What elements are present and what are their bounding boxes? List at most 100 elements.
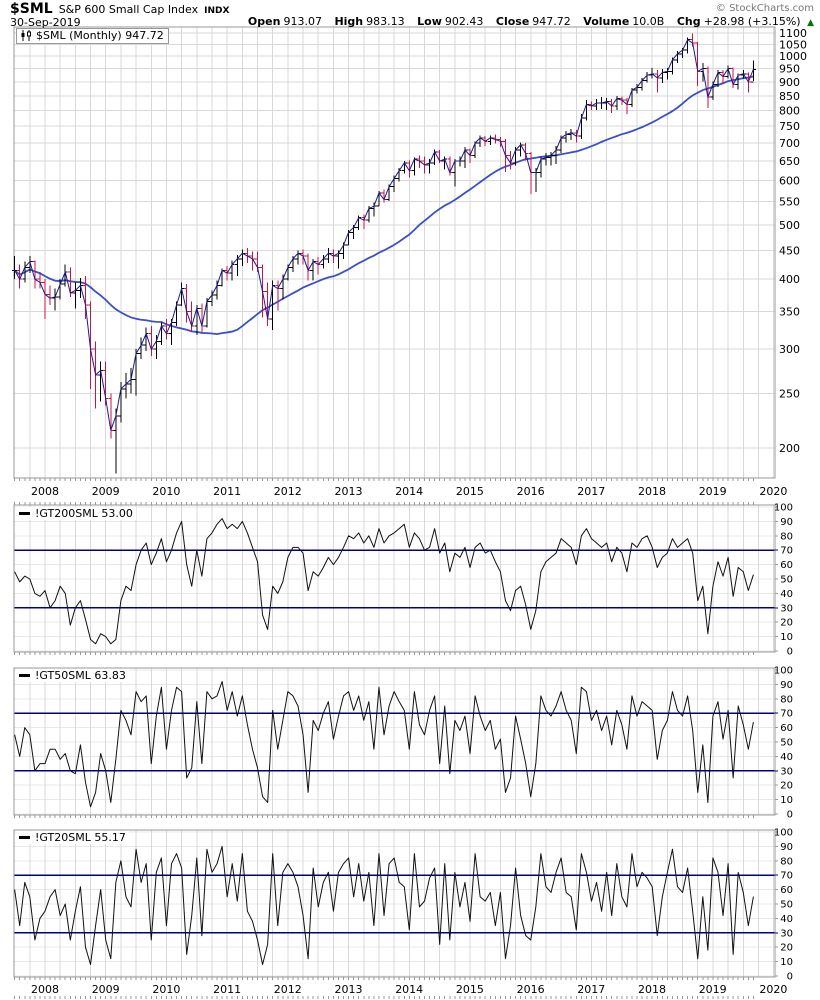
svg-text:2016: 2016 xyxy=(517,485,545,498)
svg-text:2008: 2008 xyxy=(31,485,59,498)
svg-text:70: 70 xyxy=(780,709,793,720)
svg-text:1050: 1050 xyxy=(779,38,807,51)
svg-text:900: 900 xyxy=(779,76,800,89)
svg-text:600: 600 xyxy=(779,175,800,188)
svg-text:2017: 2017 xyxy=(577,485,605,498)
panel1-legend: !GT200SML 53.00 xyxy=(16,507,136,520)
line-swatch-icon xyxy=(19,836,30,839)
panel3-legend: !GT20SML 55.17 xyxy=(16,831,129,844)
svg-text:90: 90 xyxy=(780,842,793,853)
svg-text:40: 40 xyxy=(780,914,793,925)
svg-text:0: 0 xyxy=(787,972,793,983)
svg-text:70: 70 xyxy=(780,871,793,882)
svg-text:50: 50 xyxy=(780,575,793,586)
svg-text:0: 0 xyxy=(787,647,793,658)
svg-text:10: 10 xyxy=(780,957,793,968)
svg-text:100: 100 xyxy=(774,828,793,839)
axis-ticks: 2008 2009 2010 2011 2012 2013 2014 2015 2016 2017… xyxy=(14,502,787,999)
chart-date: 30-Sep-2019 xyxy=(10,16,81,29)
svg-text:30: 30 xyxy=(780,603,793,614)
open-label: Open xyxy=(247,15,281,28)
svg-text:2015: 2015 xyxy=(456,485,484,498)
svg-text:80: 80 xyxy=(780,531,793,542)
svg-text:950: 950 xyxy=(779,63,800,76)
svg-text:300: 300 xyxy=(779,343,800,356)
copyright: © StockCharts.com xyxy=(715,3,814,14)
svg-text:2017: 2017 xyxy=(577,983,605,996)
svg-text:550: 550 xyxy=(779,196,800,209)
svg-text:2020: 2020 xyxy=(759,983,787,996)
line-swatch-icon xyxy=(19,674,30,677)
svg-text:20: 20 xyxy=(780,618,793,629)
svg-text:2014: 2014 xyxy=(395,983,423,996)
svg-text:10: 10 xyxy=(780,795,793,806)
line-swatch-icon xyxy=(19,512,30,515)
panel2-legend: !GT50SML 63.83 xyxy=(16,669,129,682)
svg-text:500: 500 xyxy=(779,219,800,232)
svg-text:2018: 2018 xyxy=(638,983,666,996)
svg-text:1000: 1000 xyxy=(779,50,807,63)
candlestick-icon xyxy=(21,30,31,41)
svg-text:750: 750 xyxy=(779,120,800,133)
svg-text:2014: 2014 xyxy=(395,485,423,498)
svg-text:0: 0 xyxy=(787,810,793,821)
svg-text:2020: 2020 xyxy=(759,485,787,498)
panel2-legend-label: !GT50SML 63.83 xyxy=(35,669,126,682)
svg-text:2013: 2013 xyxy=(335,983,363,996)
svg-text:400: 400 xyxy=(779,273,800,286)
svg-text:2011: 2011 xyxy=(213,983,241,996)
svg-text:2009: 2009 xyxy=(92,983,120,996)
index-name: S&P 600 Small Cap Index xyxy=(58,3,199,16)
ma-line xyxy=(14,75,754,336)
svg-text:350: 350 xyxy=(779,306,800,319)
title-line: $SML S&P 600 Small Cap Index INDX xyxy=(10,1,229,17)
exchange-label: INDX xyxy=(204,6,230,16)
close-line xyxy=(14,38,754,431)
svg-text:50: 50 xyxy=(780,738,793,749)
svg-text:2018: 2018 xyxy=(638,485,666,498)
svg-text:60: 60 xyxy=(780,560,793,571)
svg-text:40: 40 xyxy=(780,752,793,763)
svg-text:100: 100 xyxy=(774,666,793,677)
svg-text:20: 20 xyxy=(780,943,793,954)
svg-text:2009: 2009 xyxy=(92,485,120,498)
svg-text:2010: 2010 xyxy=(152,485,180,498)
svg-text:2011: 2011 xyxy=(213,485,241,498)
svg-text:100: 100 xyxy=(774,503,793,514)
chg-label: Chg xyxy=(676,15,701,28)
close-label: Close xyxy=(495,15,530,28)
svg-text:80: 80 xyxy=(780,856,793,867)
panel3-legend-label: !GT20SML 55.17 xyxy=(35,831,126,844)
svg-text:2015: 2015 xyxy=(456,983,484,996)
svg-text:10: 10 xyxy=(780,632,793,643)
svg-text:2013: 2013 xyxy=(335,485,363,498)
svg-text:70: 70 xyxy=(780,546,793,557)
main-legend-label: $SML (Monthly) 947.72 xyxy=(36,29,164,42)
svg-text:200: 200 xyxy=(779,442,800,455)
svg-text:90: 90 xyxy=(780,517,793,528)
svg-text:700: 700 xyxy=(779,137,800,150)
volume-value: 10.0B xyxy=(632,15,665,28)
svg-text:2012: 2012 xyxy=(274,983,302,996)
svg-text:650: 650 xyxy=(779,155,800,168)
svg-text:2016: 2016 xyxy=(517,983,545,996)
svg-text:2019: 2019 xyxy=(699,485,727,498)
symbol: $SML xyxy=(10,1,53,17)
svg-text:30: 30 xyxy=(780,766,793,777)
!GT200SML-line xyxy=(14,518,754,645)
svg-text:80: 80 xyxy=(780,694,793,705)
svg-text:40: 40 xyxy=(780,589,793,600)
low-value: 902.43 xyxy=(444,15,484,28)
svg-text:20: 20 xyxy=(780,781,793,792)
svg-text:60: 60 xyxy=(780,723,793,734)
svg-text:850: 850 xyxy=(779,90,800,103)
close-value: 947.72 xyxy=(532,15,571,28)
svg-text:1100: 1100 xyxy=(779,27,807,40)
svg-text:2010: 2010 xyxy=(152,983,180,996)
!GT50SML-line xyxy=(14,681,754,808)
